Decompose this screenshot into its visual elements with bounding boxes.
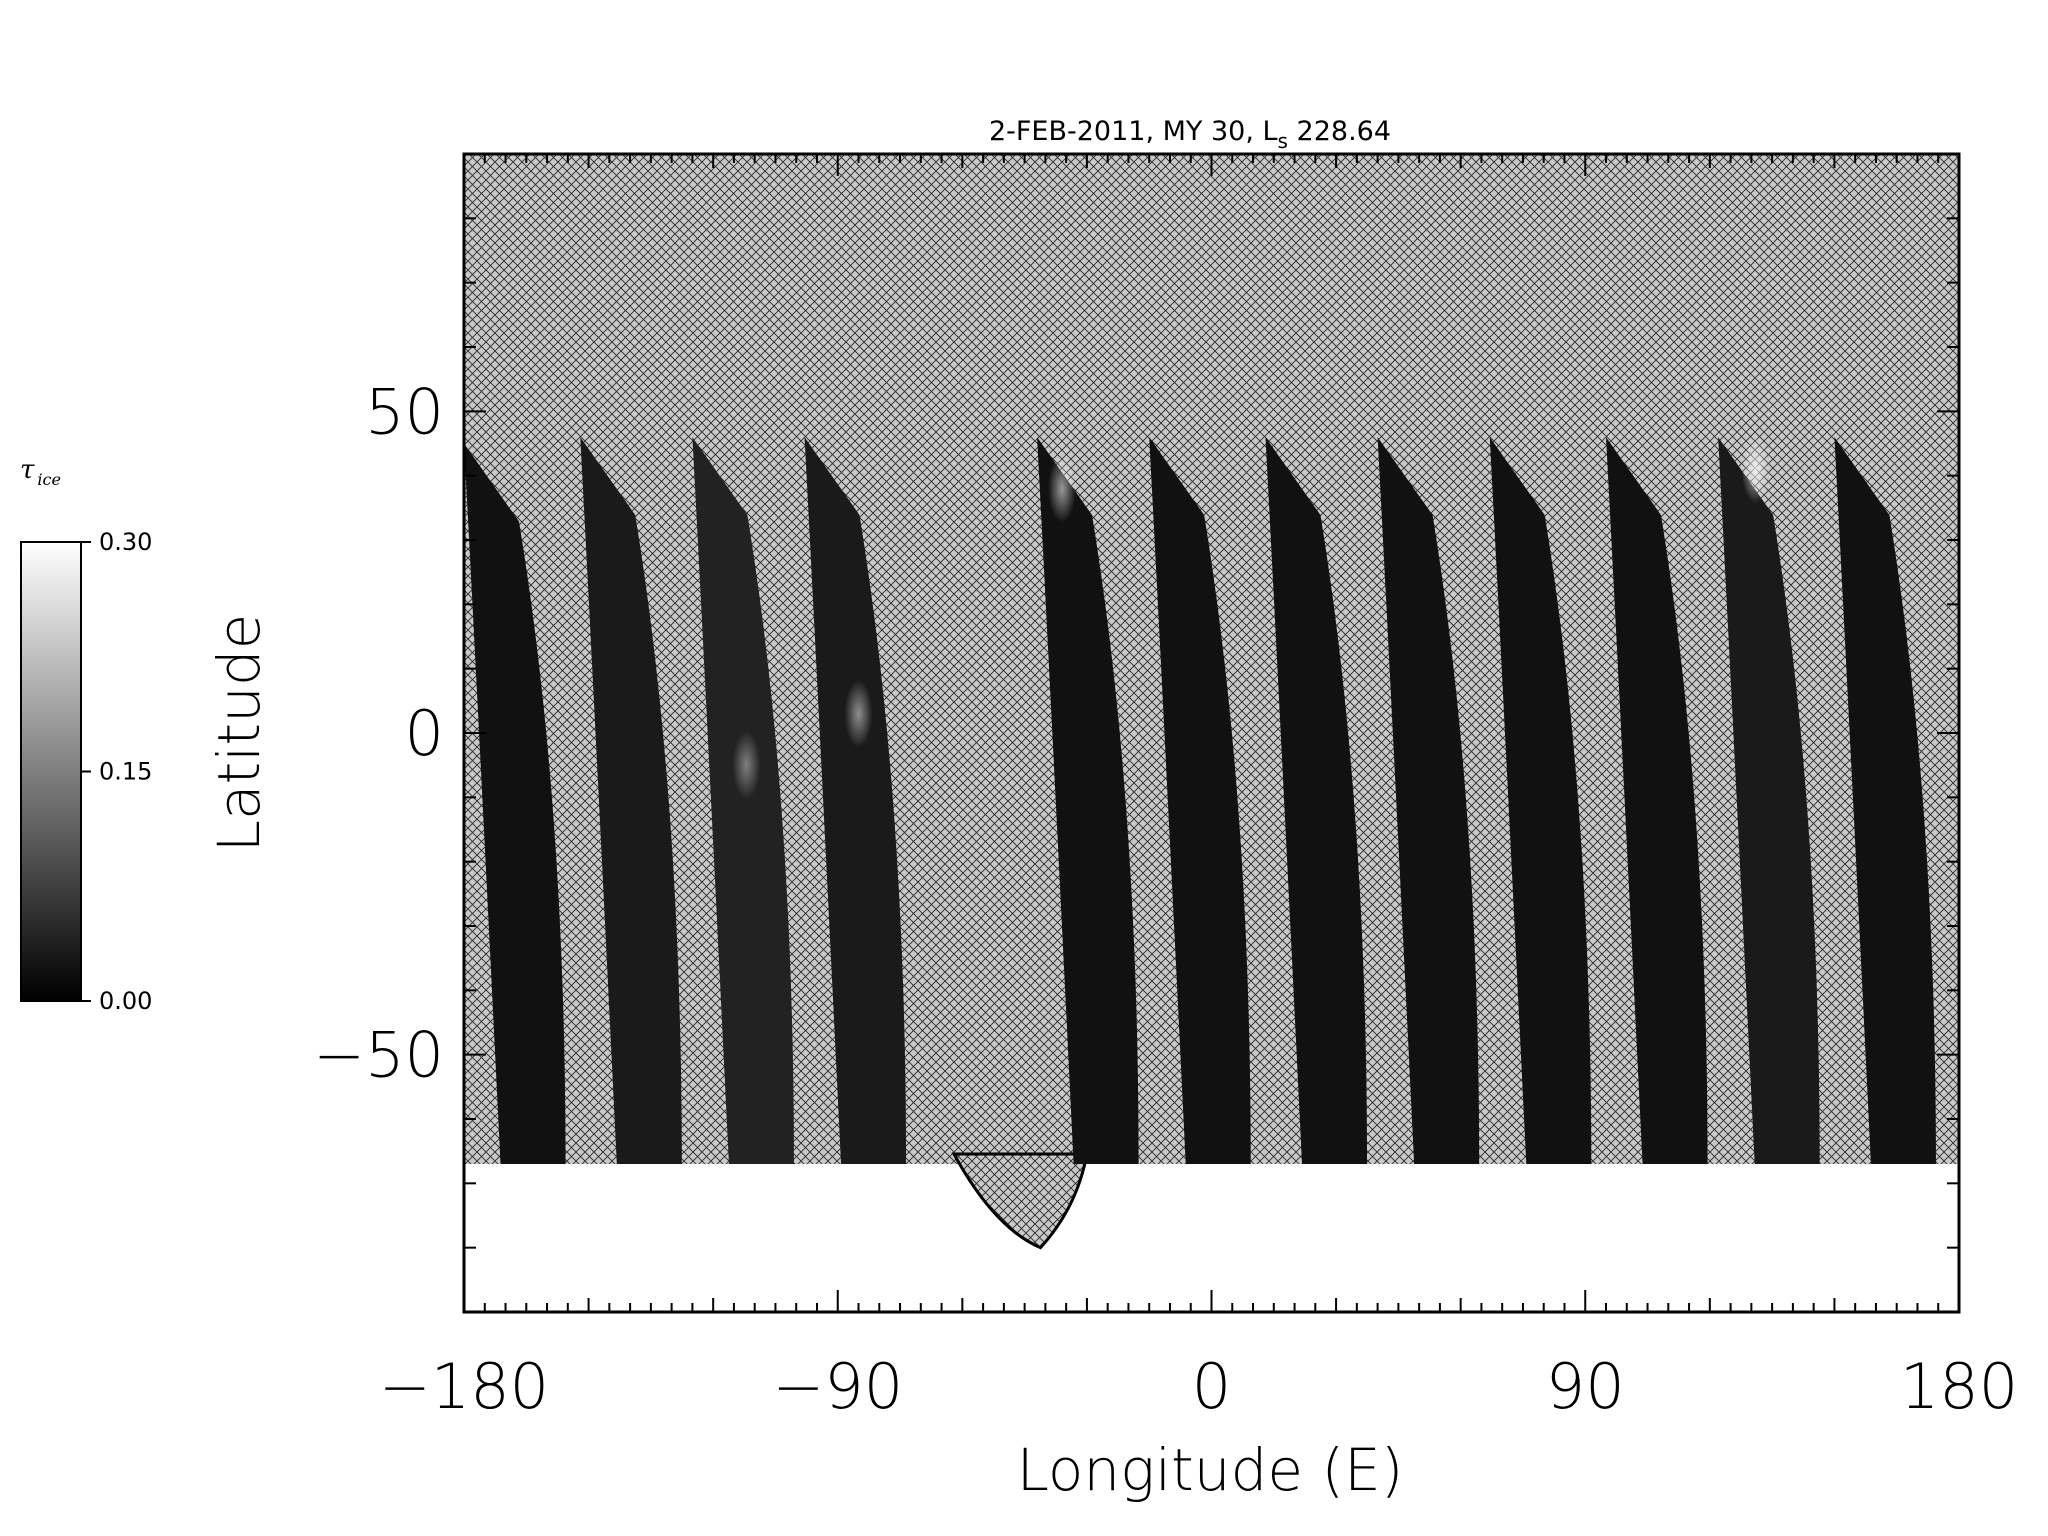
swath-2 (580, 437, 682, 1165)
x-tick-label: −90 (772, 1350, 903, 1423)
swath-5 (1037, 437, 1139, 1165)
colorbar-tick-label: 0.30 (99, 528, 152, 556)
colorbar-title: τ ice (20, 455, 61, 489)
polar-cap (464, 1164, 1959, 1312)
colorbar-tick-label: 0.15 (99, 758, 152, 786)
colorbar: τ ice 0.00 0.15 0.30 (20, 455, 152, 1015)
swath-9 (1489, 437, 1592, 1165)
swath-11 (1718, 437, 1820, 1165)
y-tick-label: −50 (313, 1019, 444, 1092)
chart-title: 2-FEB-2011, MY 30, Ls 228.64 (989, 116, 1391, 153)
swath-12 (1834, 437, 1936, 1165)
swath-10 (1606, 437, 1708, 1165)
colorbar-gradient (20, 541, 82, 1002)
swath-4 (804, 437, 907, 1165)
x-tick-label: 180 (1900, 1350, 2018, 1423)
y-tick-label: 0 (405, 697, 444, 770)
y-axis-label: Latitude (205, 614, 273, 853)
cloud-patch-3 (1048, 454, 1076, 523)
colorbar-ticks: 0.00 0.15 0.30 (81, 528, 152, 1015)
axis-ticks (463, 153, 1960, 1313)
cloud-patch-4 (1741, 435, 1770, 504)
y-tick-label: 50 (365, 375, 444, 448)
data-layer (464, 435, 1959, 1312)
swath-7 (1265, 437, 1368, 1165)
polar-cap-gap (951, 1152, 1089, 1250)
colorbar-tick-label: 0.00 (99, 987, 152, 1015)
x-axis-label: Longitude (E) (1017, 1436, 1404, 1504)
title-suffix: 228.64 (1288, 116, 1391, 147)
plot-area (462, 152, 1961, 1314)
swath-3 (692, 437, 794, 1165)
swath-1 (464, 443, 566, 1165)
swath-8 (1377, 437, 1480, 1165)
x-tick-label: −180 (379, 1350, 549, 1423)
cloud-patch-1 (732, 731, 761, 800)
title-subscript: s (1278, 129, 1288, 153)
colorbar-title-subscript: ice (37, 470, 61, 489)
x-tick-label: 0 (1192, 1350, 1231, 1423)
x-tick-label: 90 (1546, 1350, 1625, 1423)
swath-6 (1149, 437, 1251, 1165)
cloud-patch-2 (844, 679, 873, 748)
